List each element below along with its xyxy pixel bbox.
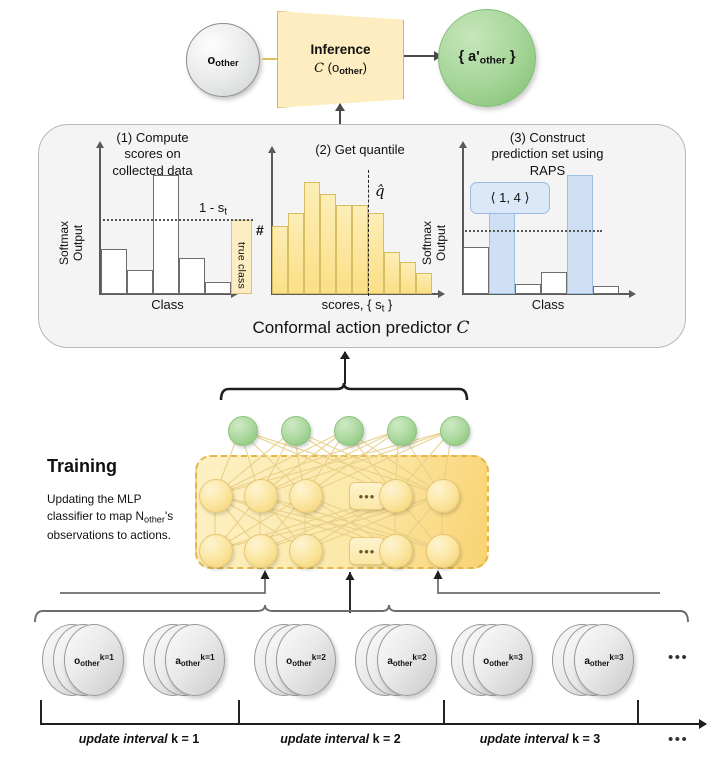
chart1-bar [153,175,179,294]
conformal-caption: Conformal action predictor C [252,318,470,338]
interval-label: update interval k = 3 [479,732,601,746]
buffer-stack: ootherk=1 [42,624,142,696]
chart3-y-axis [462,143,464,295]
chart1-bar [205,282,231,294]
output-node [387,416,417,446]
hidden-node [289,534,323,568]
hidden-node [244,534,278,568]
chart2-bar [304,182,320,294]
chart3-bar-selected [567,175,593,294]
chart2-bar [384,252,400,294]
buffer-stack: ootherk=2 [254,624,354,696]
chart2-title: (2) Get quantile [315,142,405,157]
chart1-xlabel: Class [151,297,184,312]
interval-label: update interval k = 1 [78,732,200,746]
buffer-label: ootherk=3 [483,651,523,669]
output-node [281,416,311,446]
chart1-threshold-line [99,219,253,221]
observation-label: oother [207,51,239,69]
hidden-node [199,479,233,513]
hidden-node [426,479,460,513]
buffer-stack: aotherk=3 [552,624,652,696]
chart2-bar [416,273,432,294]
chart2-bar [320,194,336,294]
action-set-label: { a'other } [458,49,516,67]
hidden-node [244,479,278,513]
chart2-bar [336,205,352,294]
chart3-bar-selected [489,208,515,294]
interval-label: update interval k = 2 [280,732,401,746]
chart1-ylabel: Softmax Output [57,221,85,266]
buffers-ellipsis-bottom: ••• [668,731,689,748]
chart2-xlabel: scores, { st } [321,297,393,315]
chart3-ylabel: Softmax Output [420,221,448,266]
input-layer-ellipsis: ••• [349,537,385,565]
chart3-xlabel: Class [531,297,565,312]
chart3-title: (3) Construct prediction set using RAPS [491,130,604,178]
conformal-to-inference-arrow [339,104,341,126]
timeline-axis [40,723,706,725]
chart2-y-axis [271,148,273,294]
buffers-ellipsis-top: ••• [668,649,689,666]
chart2-bar [368,213,384,294]
hidden-node [379,534,413,568]
timeline-tick [637,700,639,724]
chart3-plot-area [463,175,634,294]
observation-node: oother [186,23,260,97]
output-layer-brace [219,383,469,401]
chart2-plot-area [272,178,442,294]
buffer-label: aotherk=1 [175,651,215,669]
output-node [440,416,470,446]
chart3-bar [463,247,489,294]
chart1-true-class-bar: true class [231,220,252,294]
timeline-tick [238,700,240,724]
chart3-threshold-line [462,230,602,232]
hidden-node [379,479,413,513]
output-node [334,416,364,446]
chart1-bar [101,249,127,294]
chart2-quantile-label: q̂ [375,182,385,200]
timeline-tick [443,700,445,724]
chart1-plot-area: true class [100,175,252,294]
buffer-label: ootherk=1 [74,651,114,669]
buffer-stack: ootherk=3 [451,624,551,696]
chart2-bar [352,205,368,294]
chart1-bar [127,270,153,294]
inference-block: Inference C (oother) [277,11,404,108]
buffer-label: aotherk=3 [584,651,624,669]
inference-formula: C (oother) [314,60,367,77]
mlp-to-conformal-arrow [344,352,346,384]
chart3-bar [593,286,619,294]
chart2-bar [400,262,416,294]
chart2-ylabel: # [256,222,264,238]
chart2-bar [272,226,288,294]
training-title: Training [47,456,118,476]
inference-title: Inference [310,42,371,58]
training-description: Updating the MLP classifier to map Nothe… [47,492,174,542]
chart1-true-class-label: true class [235,242,248,289]
timeline-tick [40,700,42,724]
chart1-title: (1) Compute scores on collected data [112,130,193,178]
chart1-bar [179,258,205,294]
chart3-bar [541,272,567,294]
hidden-node [199,534,233,568]
hidden-node [426,534,460,568]
buffer-label: aotherk=2 [387,651,427,669]
output-node [228,416,258,446]
buffer-to-mlp-connectors [60,570,660,613]
prediction-set-badge: ⟨ 1, 4 ⟩ [470,182,550,214]
inference-to-action-arrow [404,55,441,57]
buffer-stack: aotherk=2 [355,624,455,696]
chart2-quantile-line [368,170,369,296]
chart1-threshold-label: 1 - st [199,200,228,218]
hidden-node [289,479,323,513]
action-set-node: { a'other } [438,9,536,107]
chart3-bar [515,284,541,294]
buffer-label: ootherk=2 [286,651,326,669]
buffers-brace [34,604,689,623]
buffer-stack: aotherk=1 [143,624,243,696]
chart2-bar [288,213,304,294]
mlp-edges [214,429,453,551]
